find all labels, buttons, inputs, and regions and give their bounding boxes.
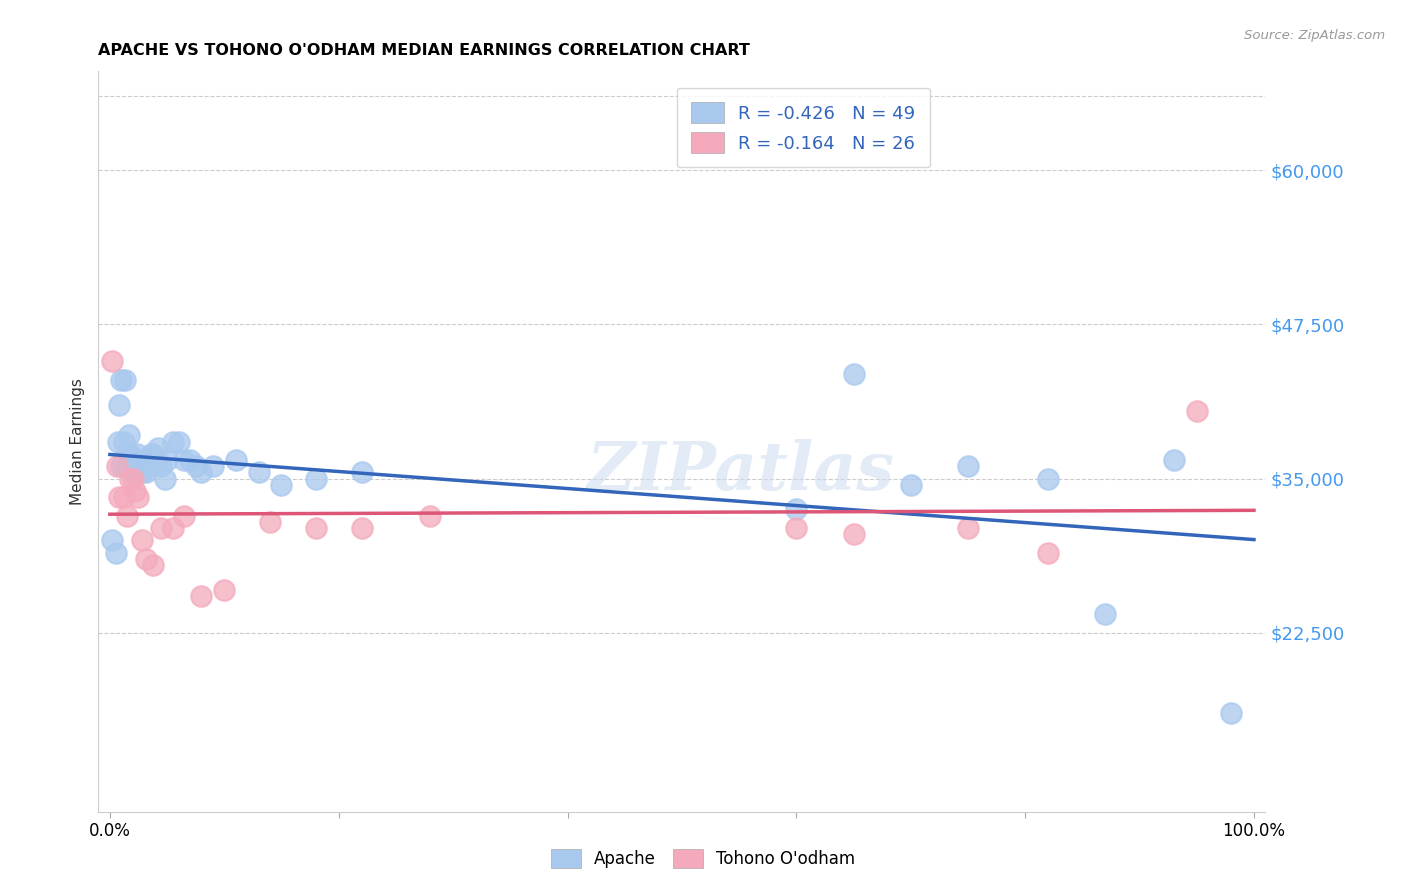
Point xyxy=(1220,706,1243,720)
Point xyxy=(214,582,236,597)
Point xyxy=(142,447,165,461)
Point xyxy=(259,515,281,529)
Point xyxy=(162,434,184,449)
Point xyxy=(842,527,865,541)
Text: APACHE VS TOHONO O'ODHAM MEDIAN EARNINGS CORRELATION CHART: APACHE VS TOHONO O'ODHAM MEDIAN EARNINGS… xyxy=(98,43,751,58)
Point xyxy=(101,354,124,368)
Point xyxy=(121,453,143,467)
Point xyxy=(1036,546,1059,560)
Point xyxy=(785,521,807,535)
Point xyxy=(108,490,131,504)
Point xyxy=(270,477,292,491)
Point xyxy=(145,453,167,467)
Point xyxy=(110,459,132,474)
Point xyxy=(419,508,441,523)
Point xyxy=(173,453,195,467)
Point xyxy=(153,472,176,486)
Point xyxy=(127,490,149,504)
Point xyxy=(127,466,149,480)
Point xyxy=(135,551,157,566)
Point xyxy=(120,472,142,486)
Point xyxy=(124,459,146,474)
Point xyxy=(179,453,201,467)
Point xyxy=(104,546,127,560)
Point xyxy=(121,472,143,486)
Point xyxy=(1036,472,1059,486)
Point xyxy=(118,428,141,442)
Point xyxy=(167,434,190,449)
Point xyxy=(128,453,150,467)
Point xyxy=(105,459,128,474)
Point xyxy=(184,459,207,474)
Point xyxy=(107,434,129,449)
Text: Source: ZipAtlas.com: Source: ZipAtlas.com xyxy=(1244,29,1385,42)
Point xyxy=(112,434,135,449)
Point xyxy=(110,373,132,387)
Point xyxy=(115,447,138,461)
Text: ZIPatlas: ZIPatlas xyxy=(586,439,894,504)
Point xyxy=(1094,607,1116,622)
Point xyxy=(139,447,162,461)
Point xyxy=(156,453,179,467)
Point xyxy=(350,521,373,535)
Point xyxy=(114,373,136,387)
Legend: R = -0.426   N = 49, R = -0.164   N = 26: R = -0.426 N = 49, R = -0.164 N = 26 xyxy=(676,87,929,168)
Y-axis label: Median Earnings: Median Earnings xyxy=(70,378,86,505)
Point xyxy=(121,466,143,480)
Point xyxy=(842,367,865,381)
Point xyxy=(131,466,153,480)
Point xyxy=(785,502,807,516)
Point xyxy=(305,472,328,486)
Point xyxy=(173,508,195,523)
Point xyxy=(150,521,173,535)
Point xyxy=(247,466,270,480)
Point xyxy=(190,466,212,480)
Point xyxy=(108,398,131,412)
Point xyxy=(1185,403,1208,417)
Point xyxy=(124,483,146,498)
Point xyxy=(201,459,224,474)
Point xyxy=(135,466,157,480)
Point xyxy=(350,466,373,480)
Point xyxy=(956,521,979,535)
Point xyxy=(146,441,169,455)
Point xyxy=(305,521,328,535)
Point xyxy=(101,533,124,548)
Point xyxy=(112,490,135,504)
Point xyxy=(138,459,160,474)
Point xyxy=(142,558,165,572)
Point xyxy=(225,453,247,467)
Point xyxy=(1163,453,1185,467)
Point xyxy=(120,447,142,461)
Point xyxy=(190,589,212,603)
Point xyxy=(115,459,138,474)
Legend: Apache, Tohono O'odham: Apache, Tohono O'odham xyxy=(544,842,862,875)
Point xyxy=(956,459,979,474)
Point xyxy=(115,508,138,523)
Point xyxy=(131,533,153,548)
Point xyxy=(162,521,184,535)
Point xyxy=(900,477,922,491)
Point xyxy=(127,447,149,461)
Point xyxy=(134,459,156,474)
Point xyxy=(150,459,173,474)
